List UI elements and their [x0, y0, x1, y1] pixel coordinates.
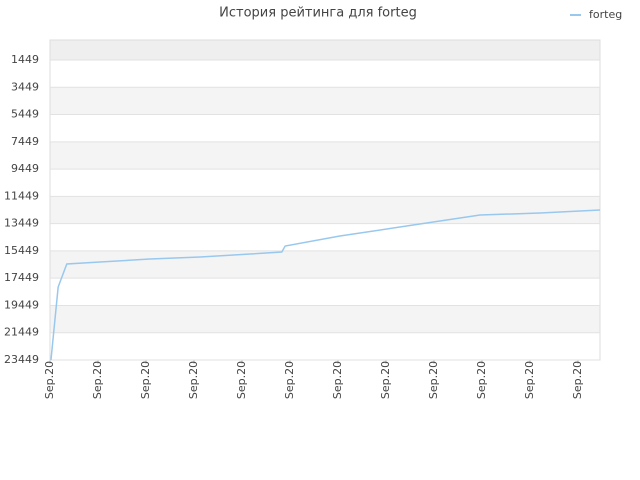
plot-band [50, 40, 600, 61]
y-tick-label: 1449 [11, 53, 39, 66]
plot-band [50, 332, 600, 360]
y-tick-label: 7449 [11, 135, 39, 148]
y-tick-label: 5449 [11, 108, 39, 121]
x-tick-label: Sep.20 [379, 361, 392, 399]
plot-band [50, 169, 600, 197]
y-tick-label: 9449 [11, 162, 39, 175]
plot-band [50, 141, 600, 170]
plot-band [50, 305, 600, 333]
x-tick-label: Sep.20 [475, 361, 488, 399]
plot-band [50, 87, 600, 115]
plot-band [50, 223, 600, 251]
x-tick-label: Sep.20 [283, 361, 296, 399]
plot-band [50, 278, 600, 306]
y-tick-label: 19449 [4, 298, 39, 311]
x-tick-label: Sep.20 [523, 361, 536, 399]
plot-band [50, 60, 600, 88]
y-tick-label: 21449 [4, 326, 39, 339]
series-line [50, 209, 601, 361]
x-tick-label: Sep.20 [139, 361, 152, 399]
y-tick-label: 23449 [4, 353, 39, 366]
x-tick-label: Sep.20 [187, 361, 200, 399]
x-tick-label: Sep.20 [91, 361, 104, 399]
x-tick-label: Sep.20 [235, 361, 248, 399]
y-tick-label: 15449 [4, 244, 39, 257]
plot-band [50, 250, 600, 279]
x-tick-label: Sep.20 [43, 361, 56, 399]
chart-title: История рейтинга для forteg [219, 6, 417, 21]
x-tick-label: Sep.20 [571, 361, 584, 399]
plot-band [50, 114, 600, 142]
y-tick-label: 3449 [11, 80, 39, 93]
x-tick-label: Sep.20 [331, 361, 344, 399]
y-tick-label: 11449 [4, 189, 39, 202]
y-tick-label: 17449 [4, 271, 39, 284]
y-tick-label: 13449 [4, 217, 39, 230]
x-tick-label: Sep.20 [427, 361, 440, 399]
plot-band [50, 196, 600, 224]
legend-label: forteg [589, 8, 622, 21]
